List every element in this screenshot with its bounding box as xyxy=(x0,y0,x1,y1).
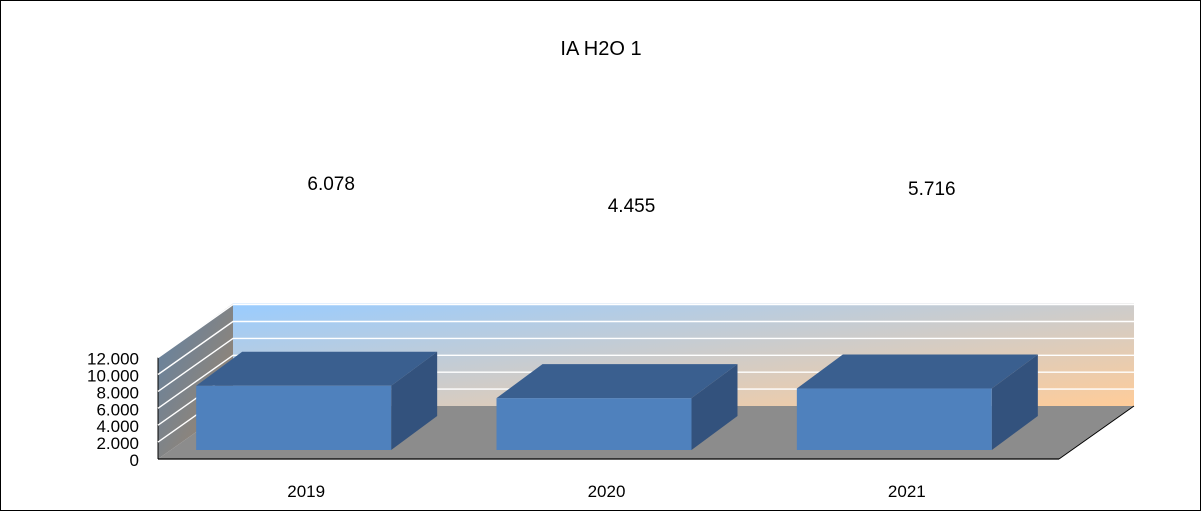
bar-top xyxy=(796,354,1038,389)
gridline xyxy=(157,337,1134,392)
gridline xyxy=(157,320,1134,376)
bar-2021 xyxy=(796,354,1038,450)
data-label: 4.455 xyxy=(608,196,656,217)
y-tick-label: 10.000 xyxy=(87,367,139,386)
bar-front xyxy=(196,385,392,450)
data-label: 5.716 xyxy=(908,179,956,200)
bar-front xyxy=(496,398,692,450)
bar-2020 xyxy=(496,364,738,450)
gridline xyxy=(157,303,1134,359)
bar-front xyxy=(796,388,992,450)
y-tick-label: 8.000 xyxy=(96,383,139,402)
floor-edge-line xyxy=(1058,405,1135,460)
chart-title: IA H2O 1 xyxy=(560,38,641,60)
x-tick-label: 2019 xyxy=(287,482,325,501)
y-tick-label: 12.000 xyxy=(87,350,139,369)
y-tick-label: 6.000 xyxy=(96,400,139,419)
x-tick-labels: 2019 2020 2021 xyxy=(287,482,925,501)
x-tick-label: 2021 xyxy=(888,482,926,501)
data-labels: 6.078 4.455 5.716 xyxy=(307,174,955,217)
bar-top xyxy=(196,351,438,386)
gridline xyxy=(157,354,1134,409)
y-tick-label: 0 xyxy=(130,451,139,470)
y-tick-label: 4.000 xyxy=(96,417,139,436)
bars xyxy=(196,351,1038,450)
bar-side xyxy=(391,351,438,450)
x-tick-label: 2020 xyxy=(588,482,626,501)
data-label: 6.078 xyxy=(307,174,355,195)
y-tick-label: 2.000 xyxy=(96,434,139,453)
bar-2019 xyxy=(196,351,438,450)
bar-side xyxy=(991,354,1038,450)
bar-side xyxy=(691,364,738,450)
bar-top xyxy=(496,364,738,399)
